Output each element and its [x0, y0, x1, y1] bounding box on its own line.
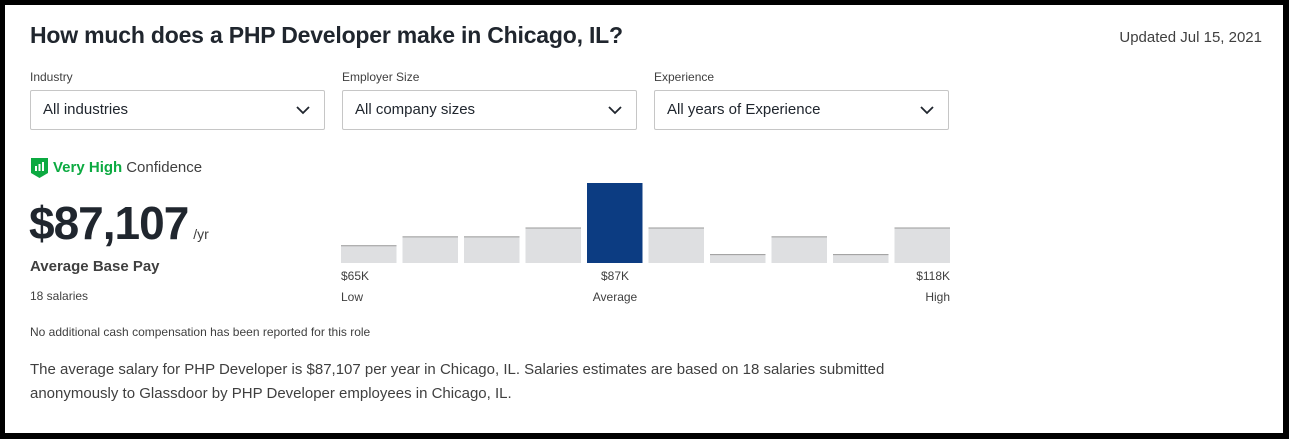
salary-bar	[587, 183, 643, 263]
tick-average-value: $87K	[600, 269, 630, 283]
experience-select[interactable]: All years of Experience	[654, 90, 949, 130]
shield-bars-icon	[31, 158, 48, 178]
salary-bar	[341, 245, 397, 263]
pay-amount: $87,107	[29, 197, 189, 249]
tick-high-value: $118K	[916, 269, 950, 283]
salary-card: How much does a PHP Developer make in Ch…	[5, 5, 1283, 433]
tick-low-value: $65K	[341, 269, 370, 283]
salary-bar	[771, 236, 827, 263]
average-pay-label: Average Base Pay	[30, 258, 160, 275]
employer-size-select-value: All company sizes	[355, 101, 476, 118]
salary-bar	[894, 227, 950, 263]
salary-bar	[648, 227, 704, 263]
experience-filter: Experience All years of Experience	[654, 70, 949, 130]
salary-bar	[525, 227, 581, 263]
pay-unit: /yr	[193, 226, 209, 242]
experience-select-value: All years of Experience	[667, 101, 821, 118]
confidence-indicator: Very High Confidence	[30, 157, 202, 179]
salary-bar	[833, 254, 889, 263]
industry-filter: Industry All industries	[30, 70, 325, 130]
tick-average-label: Average	[592, 290, 638, 304]
chevron-down-icon	[920, 106, 934, 115]
employer-size-filter: Employer Size All company sizes	[342, 70, 637, 130]
chevron-down-icon	[608, 106, 622, 115]
industry-select-value: All industries	[43, 101, 129, 118]
confidence-suffix: Confidence	[126, 159, 203, 176]
average-pay: $87,107 /yr	[29, 196, 209, 250]
updated-date: Updated Jul 15, 2021	[1119, 29, 1262, 46]
experience-filter-label: Experience	[654, 70, 715, 84]
salary-bar	[402, 236, 458, 263]
salary-bar	[464, 236, 520, 263]
industry-select[interactable]: All industries	[30, 90, 325, 130]
page-title: How much does a PHP Developer make in Ch…	[30, 22, 623, 48]
tick-high-label: High	[925, 290, 950, 304]
salary-count: 18 salaries	[30, 289, 89, 303]
employer-size-filter-label: Employer Size	[342, 70, 420, 84]
compensation-note: No additional cash compensation has been…	[30, 325, 371, 339]
confidence-level: Very High	[53, 159, 123, 176]
chevron-down-icon	[296, 106, 310, 115]
industry-filter-label: Industry	[30, 70, 73, 84]
salary-distribution-chart	[341, 183, 950, 263]
salary-description: The average salary for PHP Developer is …	[30, 361, 885, 402]
employer-size-select[interactable]: All company sizes	[342, 90, 637, 130]
salary-bar	[710, 254, 766, 263]
tick-low-label: Low	[341, 290, 364, 304]
